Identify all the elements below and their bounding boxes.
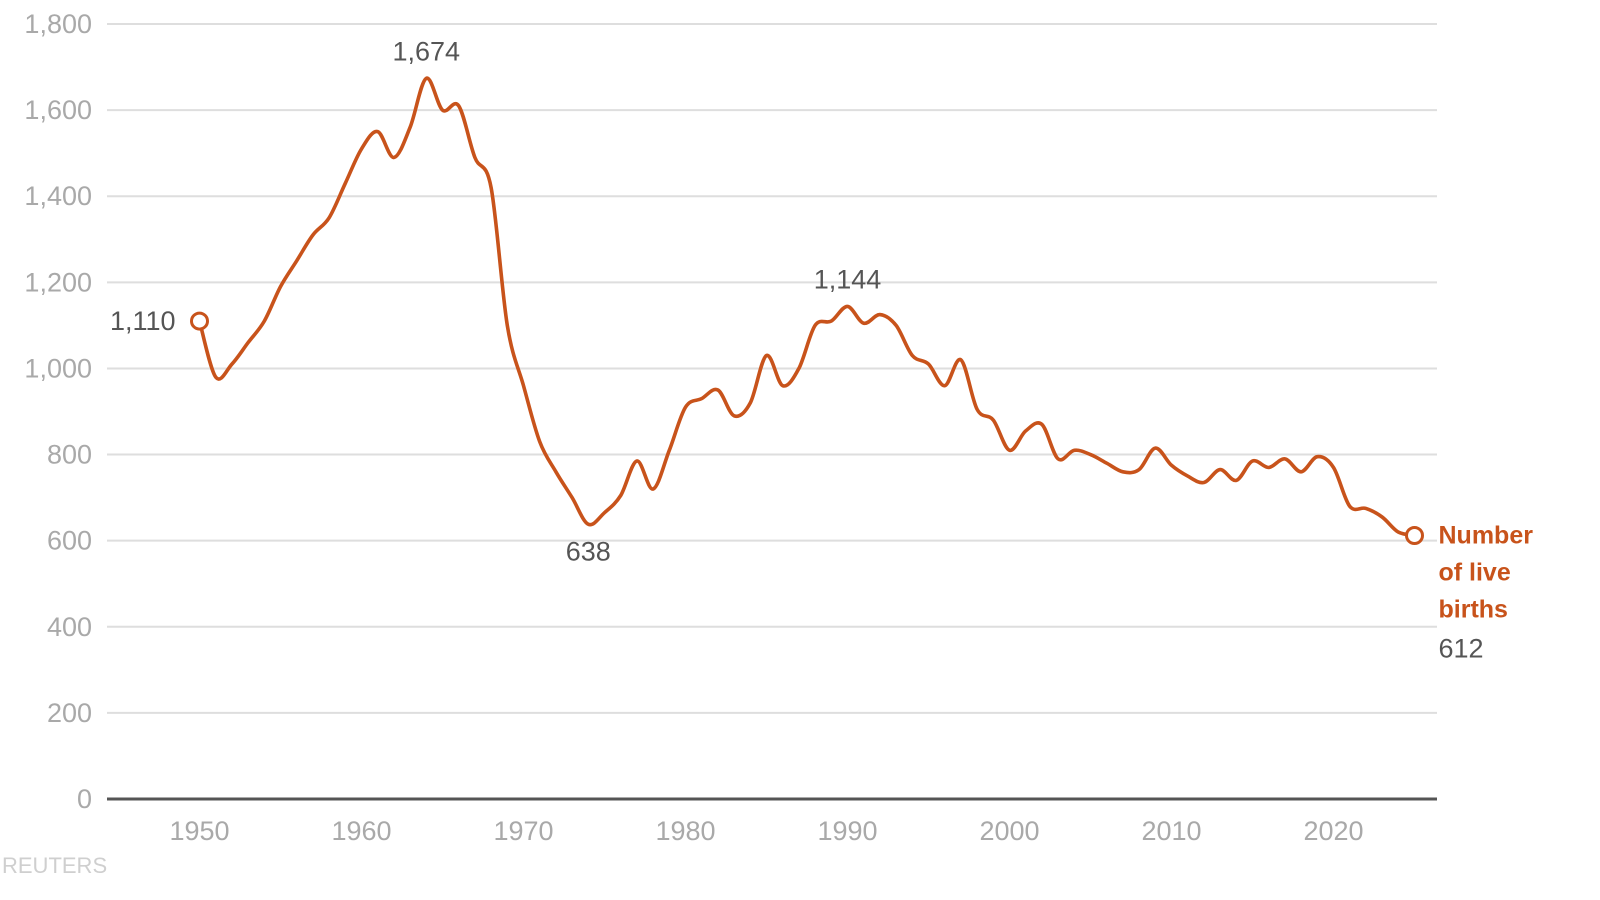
start-point-marker (190, 311, 209, 331)
series-label: Number of live births (1439, 522, 1534, 624)
y-tick-label: 1,200 (24, 267, 92, 297)
gridlines (107, 23, 1437, 714)
y-tick-label: 1,000 (24, 353, 92, 383)
x-axis-ticks: 1950 1960 1970 1980 1990 2000 2010 2020 (169, 816, 1363, 846)
end-point-marker (1405, 526, 1424, 545)
x-tick-label: 2020 (1303, 816, 1363, 846)
reuters-credit: REUTERS (2, 853, 107, 878)
x-tick-label: 1960 (331, 816, 391, 846)
y-tick-label: 0 (77, 784, 92, 814)
data-annotations: 1,110 1,674 638 1,144 612 (110, 36, 1484, 663)
y-tick-label: 800 (47, 440, 92, 470)
data-label: 1,674 (393, 36, 461, 66)
x-tick-label: 1980 (655, 816, 715, 846)
y-axis-ticks: 0 200 400 600 800 1,000 1,200 1,400 1,600 1,800 (24, 9, 92, 814)
series-label-line: Number (1439, 522, 1534, 550)
x-tick-label: 1950 (169, 816, 229, 846)
x-tick-label: 1990 (817, 816, 877, 846)
x-tick-label: 1970 (493, 816, 553, 846)
data-label: 1,110 (110, 306, 176, 336)
y-tick-label: 400 (47, 612, 92, 642)
x-tick-label: 2010 (1141, 816, 1201, 846)
y-tick-label: 600 (47, 526, 92, 556)
y-tick-label: 200 (47, 698, 92, 728)
y-tick-label: 1,400 (24, 181, 92, 211)
data-label: 1,144 (814, 264, 882, 294)
y-tick-label: 1,600 (24, 95, 92, 125)
data-label: 612 (1439, 634, 1484, 664)
x-tick-label: 2000 (979, 816, 1039, 846)
series-label-line: of live (1439, 559, 1511, 587)
y-tick-label: 1,800 (24, 9, 92, 39)
data-label: 638 (566, 536, 611, 566)
series-line-live-births (197, 76, 1417, 538)
series-label-line: births (1439, 596, 1508, 624)
